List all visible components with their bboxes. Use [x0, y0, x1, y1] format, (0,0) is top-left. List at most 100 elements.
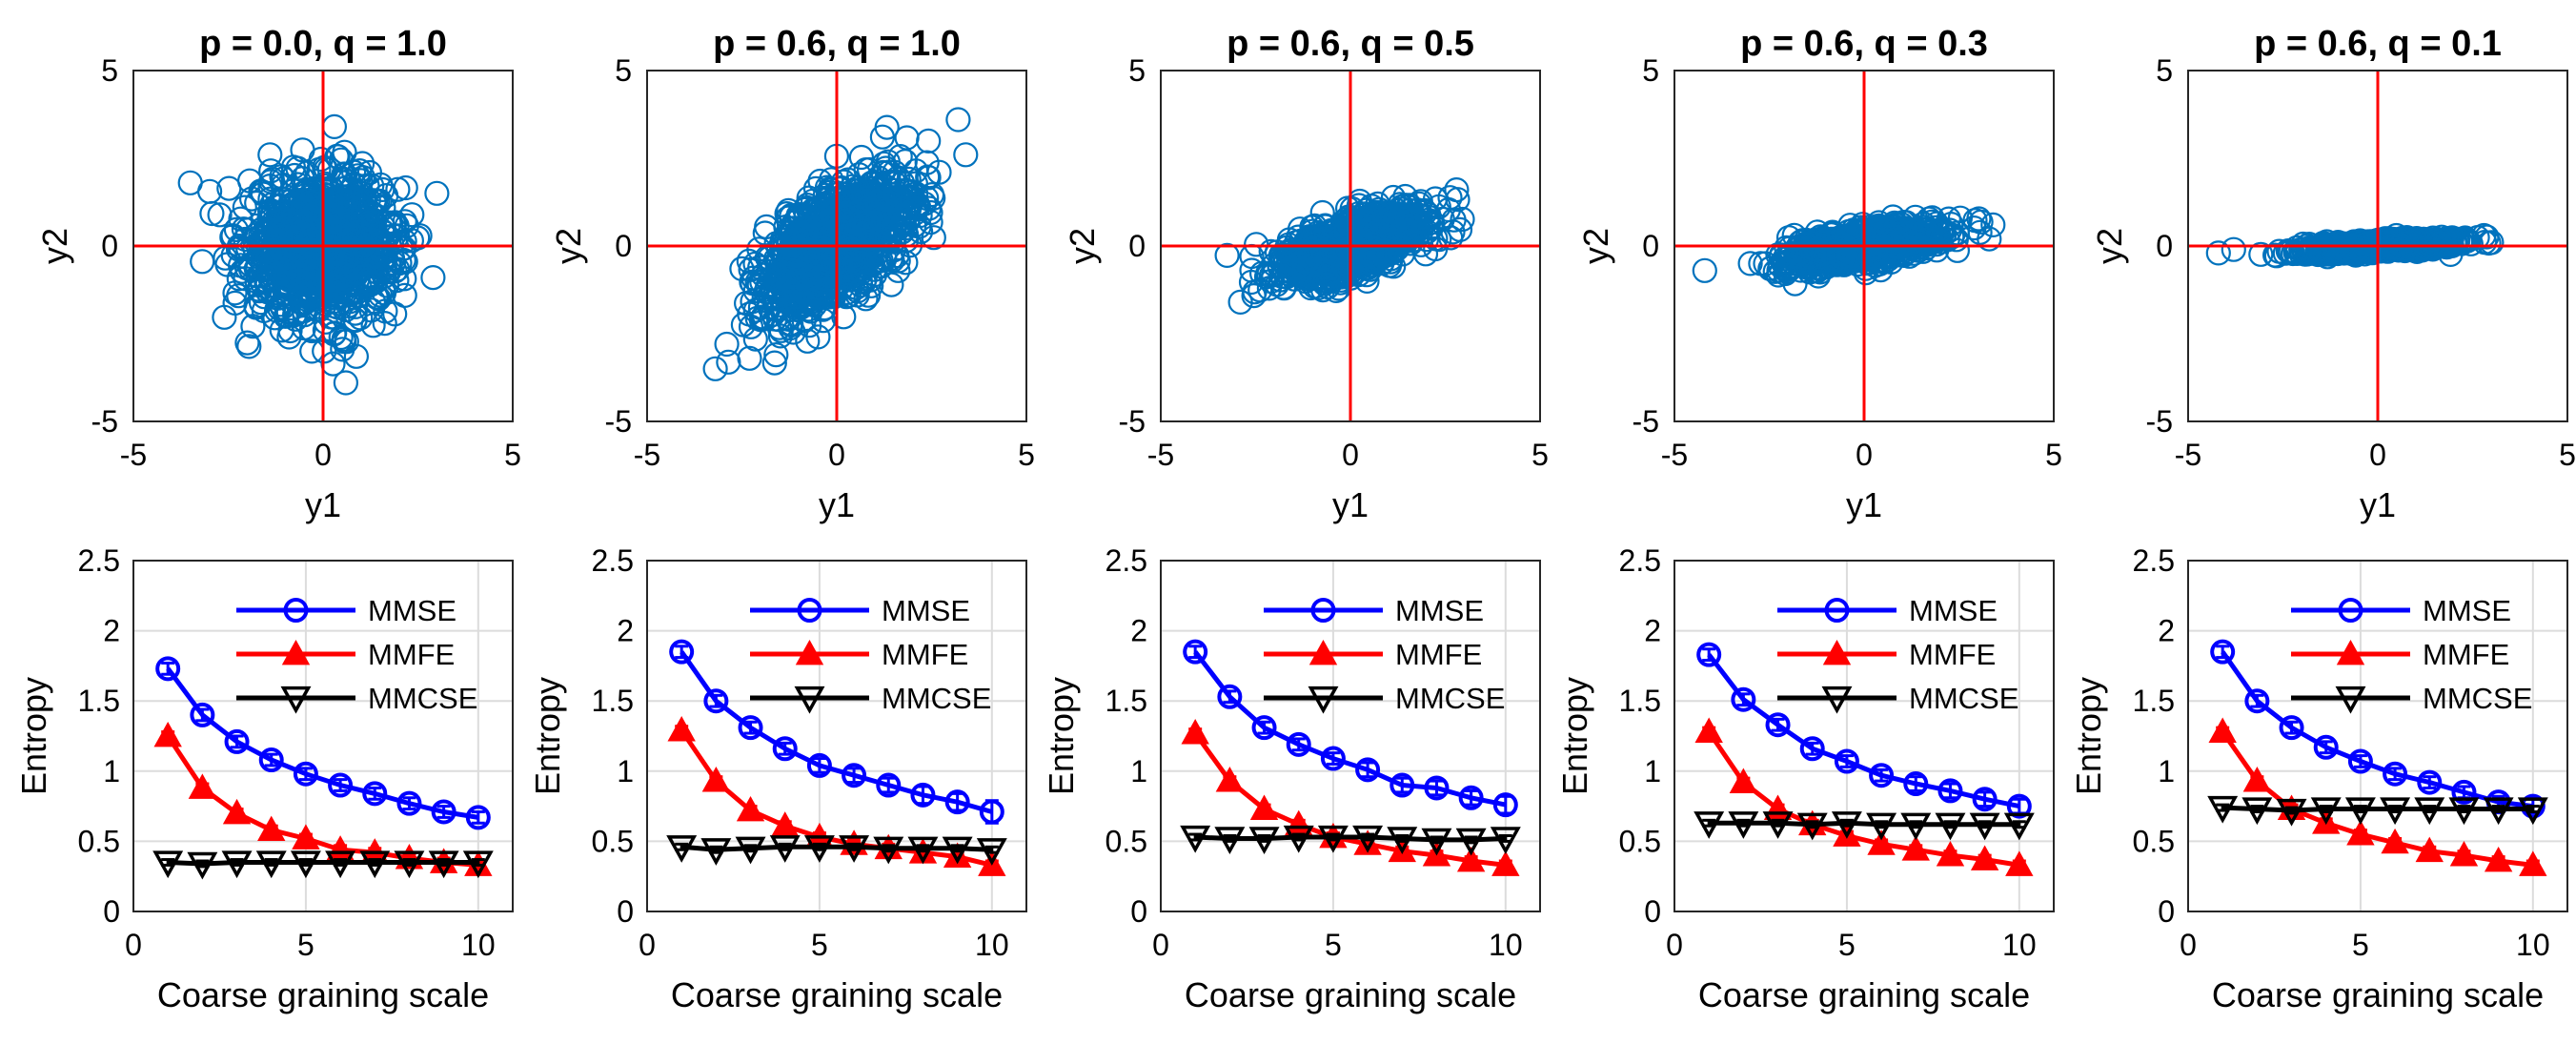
- scatter-point: [1902, 204, 1928, 230]
- scatter-point: [265, 201, 291, 228]
- x-tick-label: 5: [1531, 438, 1549, 472]
- scatter-point: [815, 201, 842, 227]
- scatter-point: [262, 240, 288, 266]
- scatter-point: [844, 282, 870, 308]
- y-tick-label: -5: [605, 404, 632, 439]
- scatter-point: [1309, 258, 1336, 284]
- x-axis-label: y1: [819, 485, 855, 524]
- scatter-point: [228, 206, 254, 232]
- scatter-point: [1238, 269, 1265, 296]
- x-tick-label: 0: [828, 438, 845, 472]
- scatter-point: [805, 324, 831, 350]
- scatter-point: [300, 178, 326, 204]
- scatter-point: [1357, 250, 1384, 276]
- scatter-point: [1317, 259, 1343, 285]
- scatter-point: [372, 311, 397, 337]
- scatter-point: [809, 269, 836, 295]
- scatter-point: [1262, 252, 1288, 277]
- scatter-point: [869, 124, 896, 150]
- scatter-point: [207, 202, 233, 228]
- scatter-point: [918, 199, 943, 226]
- scatter-point: [190, 249, 215, 275]
- scatter-point: [854, 185, 881, 211]
- x-tick-label: -5: [1661, 438, 1688, 472]
- scatter-point: [384, 213, 410, 239]
- y-tick-label: 5: [1642, 53, 1659, 88]
- x-tick-label: 0: [1342, 438, 1359, 472]
- scatter-point: [855, 282, 882, 308]
- x-axis-label: y1: [305, 485, 341, 524]
- panel-title: p = 0.6, q = 0.1: [2254, 24, 2502, 64]
- x-tick-label: -5: [634, 438, 660, 472]
- y-axis-label: y2: [1576, 228, 1615, 264]
- x-tick-label: 5: [504, 438, 521, 472]
- scatter-point: [795, 328, 821, 354]
- scatter-point: [851, 213, 877, 238]
- scatter-point: [761, 350, 787, 376]
- scatter-point: [271, 166, 296, 192]
- y-tick-label: 5: [1128, 53, 1146, 88]
- scatter-point: [420, 265, 446, 291]
- scatter-point: [794, 215, 820, 241]
- scatter-point: [1426, 194, 1451, 219]
- scatter-point: [798, 228, 824, 254]
- scatter-point: [740, 289, 765, 315]
- scatter-point: [953, 142, 979, 168]
- scatter-point: [338, 262, 365, 288]
- scatter-point: [2266, 238, 2292, 264]
- scatter-point: [333, 370, 358, 396]
- axes-frame: [1160, 70, 1541, 422]
- scatter-point: [1227, 289, 1253, 315]
- panel-title: p = 0.6, q = 0.5: [1227, 24, 1474, 64]
- scatter-point: [328, 324, 354, 351]
- scatter-point: [257, 142, 283, 168]
- scatter-point: [1406, 191, 1432, 216]
- x-axis-label: y1: [1846, 485, 1882, 524]
- scatter-point: [1692, 257, 1717, 283]
- x-tick-label: 0: [1856, 438, 1873, 472]
- scatter-point: [234, 330, 260, 356]
- scatter-point: [850, 179, 877, 205]
- scatter-point: [1288, 241, 1314, 267]
- scatter-point: [1931, 217, 1957, 243]
- scatter-point: [333, 297, 358, 323]
- scatter-point: [2458, 231, 2484, 256]
- scatter-point: [233, 226, 258, 253]
- scatter-point: [363, 239, 389, 265]
- scatter-point: [894, 193, 920, 218]
- scatter-point: [252, 284, 277, 310]
- scatter-point: [1244, 232, 1269, 257]
- scatter-point: [1444, 177, 1470, 203]
- scatter-point: [1968, 209, 1994, 235]
- scatter-point: [236, 334, 262, 359]
- scatter-point: [891, 195, 917, 222]
- scatter-point: [240, 314, 266, 339]
- y-tick-label: -5: [1119, 404, 1146, 439]
- scatter-point: [335, 265, 360, 291]
- scatter-point: [1302, 213, 1328, 238]
- scatter-point: [277, 317, 303, 344]
- scatter-point: [358, 297, 384, 323]
- scatter-point: [848, 144, 875, 171]
- y-tick-label: 5: [615, 53, 632, 88]
- y-tick-label: -5: [1633, 404, 1659, 439]
- scatter-point: [257, 225, 283, 251]
- axes-frame: [1673, 70, 2055, 422]
- scatter-point: [304, 277, 330, 303]
- scatter-point: [1966, 206, 1992, 232]
- scatter-point: [867, 207, 893, 233]
- scatter-point: [763, 342, 789, 368]
- scatter-point: [223, 216, 249, 242]
- scatter-point: [716, 349, 741, 375]
- scatter-point: [702, 356, 728, 381]
- scatter-point: [1441, 207, 1467, 233]
- scatter-point: [1365, 219, 1390, 245]
- scatter-point: [1389, 203, 1414, 229]
- scatter-point: [779, 257, 804, 283]
- scatter-point: [1871, 249, 1897, 275]
- scatter-point: [292, 302, 317, 328]
- scatter-point: [1399, 228, 1425, 254]
- scatter-point: [330, 337, 355, 362]
